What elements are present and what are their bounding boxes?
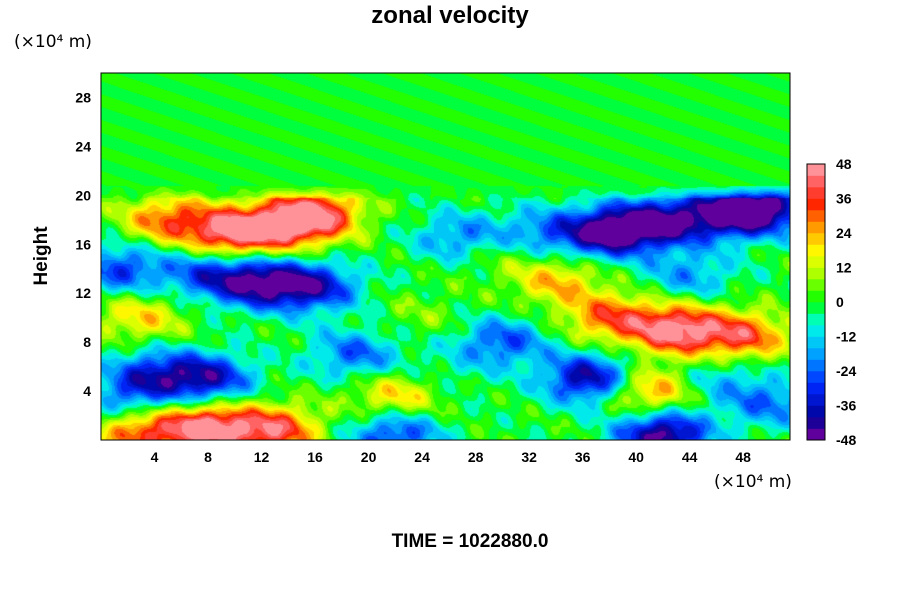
x-tick-label: 16 (307, 449, 323, 465)
colorbar-swatch (807, 405, 825, 418)
x-tick-label: 28 (468, 449, 484, 465)
colorbar-swatch (807, 302, 825, 314)
colorbar-swatch (807, 233, 825, 245)
colorbar-swatch (807, 290, 825, 303)
colorbar-label: 0 (836, 294, 844, 310)
y-tick-label: 24 (75, 138, 91, 154)
colorbar-swatch (807, 313, 825, 326)
x-tick-label: 44 (682, 449, 698, 465)
y-tick-label: 16 (75, 236, 91, 252)
colorbar-swatch (807, 382, 825, 395)
colorbar-label: 24 (836, 225, 852, 241)
chart-title: zonal velocity (371, 2, 529, 29)
y-axis-unit: (×10⁴ m) (14, 32, 92, 52)
colorbar-swatch (807, 221, 825, 234)
x-tick-label: 32 (521, 449, 537, 465)
x-tick-label: 40 (628, 449, 644, 465)
x-tick-label: 12 (254, 449, 270, 465)
colorbar-frame (806, 163, 826, 441)
y-tick-label: 8 (83, 334, 91, 350)
colorbar-label: 12 (836, 260, 852, 276)
x-tick-label: 24 (414, 449, 430, 465)
colorbar: 48 36 24 12 0 -12 -24 -36 -48 (806, 156, 856, 448)
colorbar-swatch (807, 417, 825, 429)
colorbar-swatch (807, 359, 825, 372)
colorbar-label: 48 (836, 156, 852, 172)
time-label: TIME = 1022880.0 (391, 531, 549, 552)
y-tick-label: 20 (75, 187, 91, 203)
x-tick-label: 8 (204, 449, 212, 465)
x-tick-label: 36 (575, 449, 591, 465)
colorbar-swatch (807, 244, 825, 257)
velocity-field (101, 73, 790, 440)
x-axis-ticks: 4 8 12 16 20 24 28 32 36 40 44 48 (151, 449, 752, 465)
colorbar-swatch (807, 256, 825, 268)
colorbar-label: -36 (836, 398, 856, 414)
x-tick-label: 20 (361, 449, 377, 465)
plot-frame (100, 72, 791, 441)
colorbar-swatch (807, 279, 825, 291)
colorbar-swatch (807, 267, 825, 280)
colorbar-swatch (807, 210, 825, 222)
x-tick-label: 4 (151, 449, 159, 465)
colorbar-swatch (807, 428, 825, 441)
y-tick-label: 4 (83, 383, 91, 399)
y-axis-ticks: 4 8 12 16 20 24 28 (75, 89, 91, 399)
colorbar-swatch (807, 394, 825, 406)
colorbar-label: 36 (836, 191, 852, 207)
colorbar-swatch (807, 371, 825, 383)
y-tick-label: 28 (75, 89, 91, 105)
colorbar-swatch (807, 198, 825, 211)
colorbar-swatch (807, 187, 825, 199)
x-axis-unit: (×10⁴ m) (714, 472, 792, 492)
colorbar-label: -24 (836, 363, 856, 379)
x-tick-label: 48 (735, 449, 751, 465)
colorbar-swatch (807, 336, 825, 349)
colorbar-swatch (807, 164, 825, 176)
colorbar-swatch (807, 348, 825, 360)
colorbar-label: -48 (836, 432, 856, 448)
colorbar-label: -12 (836, 329, 856, 345)
colorbar-swatch (807, 175, 825, 188)
y-tick-label: 12 (75, 285, 91, 301)
colorbar-swatch (807, 325, 825, 337)
